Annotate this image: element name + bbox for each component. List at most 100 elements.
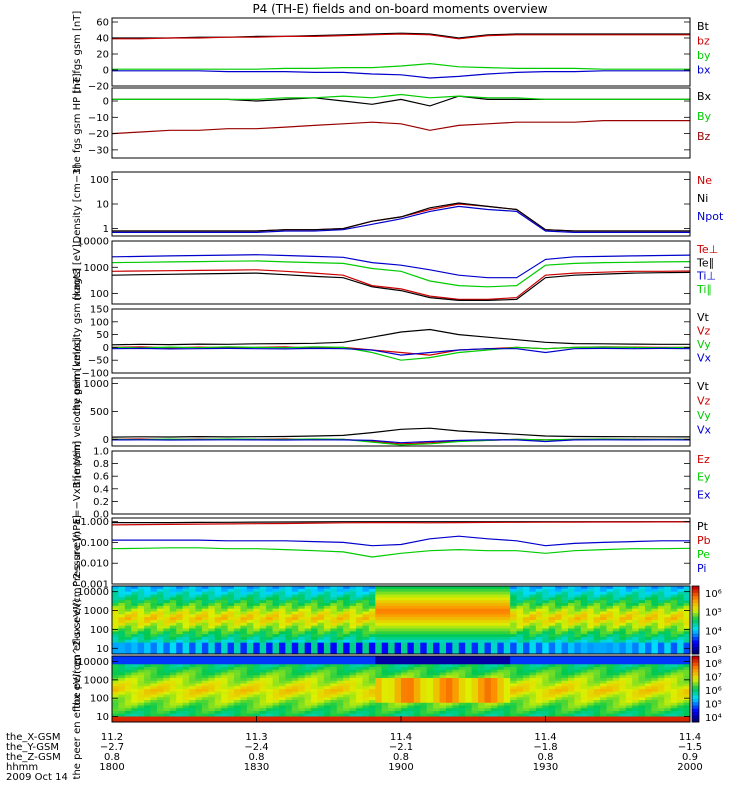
heatmap-cell bbox=[189, 594, 196, 598]
heatmap-cell bbox=[259, 639, 267, 644]
colorbar-tick-label: 10³ bbox=[705, 645, 722, 656]
heatmap-cell bbox=[234, 637, 241, 641]
heatmap-cell bbox=[651, 691, 659, 695]
heatmap-cell bbox=[317, 686, 325, 690]
heatmap-cell bbox=[465, 617, 473, 621]
heatmap-cell bbox=[465, 634, 473, 638]
heatmap-cell bbox=[523, 586, 530, 590]
heatmap-cell bbox=[278, 594, 286, 598]
heatmap-cell bbox=[124, 637, 132, 641]
heatmap-cell bbox=[484, 683, 492, 687]
heatmap-cell bbox=[516, 672, 524, 676]
heatmap-cell bbox=[426, 605, 434, 610]
heatmap-cell bbox=[201, 669, 209, 673]
heatmap-cell bbox=[670, 711, 678, 715]
heatmap-cell bbox=[323, 594, 331, 598]
heatmap-cell bbox=[503, 691, 511, 695]
heatmap-cell bbox=[195, 603, 203, 607]
heatmap-cell bbox=[683, 620, 691, 624]
heatmap-cell bbox=[362, 700, 370, 704]
heatmap-cell bbox=[208, 658, 216, 662]
heatmap-cell bbox=[529, 697, 537, 701]
heatmap-cell bbox=[285, 700, 293, 704]
heatmap-cell bbox=[349, 625, 357, 629]
heatmap-cell bbox=[381, 625, 389, 629]
panel-frame bbox=[111, 17, 691, 87]
heatmap-cell bbox=[529, 675, 537, 679]
heatmap-cell bbox=[272, 597, 280, 601]
heatmap-cell bbox=[330, 708, 338, 712]
heatmap-cell bbox=[118, 620, 126, 624]
heatmap-cell bbox=[619, 622, 627, 627]
heatmap-cell bbox=[375, 713, 383, 717]
heatmap-cell bbox=[227, 600, 235, 604]
heatmap-cell bbox=[657, 705, 665, 709]
heatmap-cell bbox=[156, 658, 164, 662]
heatmap-cell bbox=[445, 658, 453, 662]
heatmap-cell bbox=[144, 617, 151, 621]
heatmap-cell bbox=[471, 620, 479, 624]
heatmap-cell bbox=[375, 637, 383, 641]
heatmap-cell bbox=[407, 694, 415, 698]
heatmap-cell bbox=[600, 658, 607, 662]
heatmap-cell bbox=[221, 686, 228, 690]
heatmap-cell bbox=[638, 667, 646, 671]
heatmap-cell bbox=[381, 700, 389, 704]
colorbar-segment bbox=[692, 640, 699, 645]
heatmap-cell bbox=[657, 651, 665, 655]
heatmap-cell bbox=[657, 608, 665, 612]
heatmap-cell bbox=[266, 591, 273, 595]
heatmap-cell bbox=[272, 631, 280, 635]
heatmap-cell bbox=[208, 686, 216, 690]
heatmap-cell bbox=[317, 639, 325, 644]
y-tick-label: −10 bbox=[88, 113, 109, 124]
heatmap-cell bbox=[465, 683, 473, 687]
heatmap-cell bbox=[317, 669, 325, 673]
heatmap-cell bbox=[600, 594, 607, 598]
heatmap-cell bbox=[542, 620, 550, 624]
heatmap-cell bbox=[600, 586, 607, 590]
heatmap-cell bbox=[118, 591, 126, 595]
heatmap-cell bbox=[452, 642, 460, 646]
heatmap-cell bbox=[356, 651, 363, 655]
heatmap-cell bbox=[625, 716, 633, 720]
heatmap-cell bbox=[112, 697, 119, 701]
heatmap-cell bbox=[298, 664, 306, 668]
heatmap-cell bbox=[298, 617, 306, 621]
heatmap-cell bbox=[381, 683, 389, 687]
heatmap-cell bbox=[112, 667, 119, 671]
heatmap-cell bbox=[156, 683, 164, 687]
heatmap-cell bbox=[657, 656, 665, 660]
heatmap-cell bbox=[542, 683, 550, 687]
heatmap-cell bbox=[227, 591, 235, 595]
heatmap-cell bbox=[144, 628, 151, 632]
heatmap-cell bbox=[574, 645, 582, 649]
heatmap-cell bbox=[124, 680, 132, 684]
heatmap-cell bbox=[606, 637, 614, 641]
heatmap-cell bbox=[683, 716, 691, 720]
heatmap-cell bbox=[651, 683, 659, 687]
heatmap-cell bbox=[612, 588, 620, 593]
heatmap-cell bbox=[285, 622, 293, 627]
heatmap-cell bbox=[683, 617, 691, 621]
heatmap-cell bbox=[356, 656, 363, 660]
heatmap-cell bbox=[240, 614, 248, 618]
heatmap-cell bbox=[304, 664, 312, 668]
heatmap-cell bbox=[221, 691, 228, 695]
heatmap-cell bbox=[664, 705, 672, 709]
heatmap-cell bbox=[362, 645, 370, 649]
colorbar-segment bbox=[692, 682, 699, 687]
heatmap-cell bbox=[606, 634, 614, 638]
y-tick-label: 0.6 bbox=[93, 472, 109, 483]
heatmap-cell bbox=[156, 634, 164, 638]
heatmap-cell bbox=[362, 691, 370, 695]
heatmap-cell bbox=[221, 656, 228, 660]
heatmap-cell bbox=[189, 628, 196, 632]
heatmap-cell bbox=[587, 672, 595, 676]
heatmap-cell bbox=[503, 591, 511, 595]
heatmap-cell bbox=[471, 642, 479, 646]
heatmap-cell bbox=[208, 586, 216, 590]
heatmap-cell bbox=[413, 600, 421, 604]
colorbar-tick-label: 10⁵ bbox=[705, 700, 722, 711]
